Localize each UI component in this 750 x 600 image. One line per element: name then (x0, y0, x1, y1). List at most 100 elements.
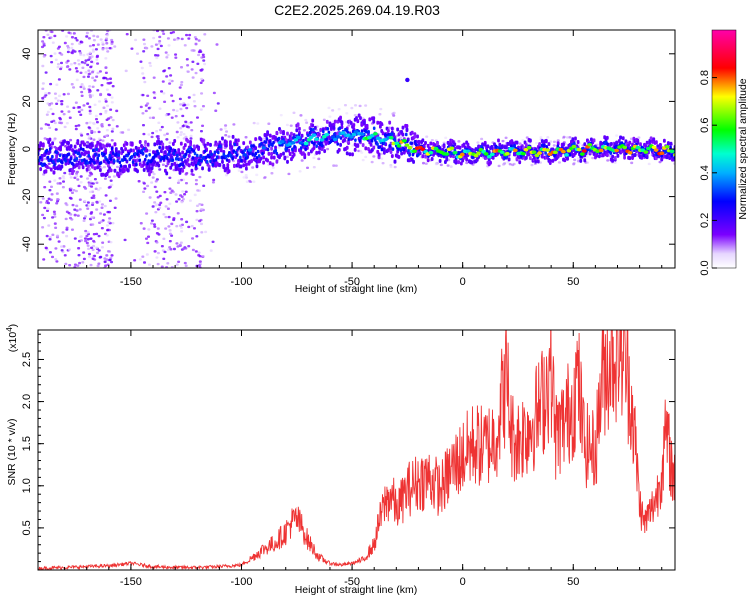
spectrogram-noise-cell (66, 59, 70, 63)
spectrogram-ridge-core (136, 152, 139, 157)
spectrogram-noise-cell (110, 260, 114, 264)
spectrogram-noise-cell (198, 203, 202, 206)
spectrogram-ridge-core (325, 137, 328, 141)
spectrogram-noise-cell (185, 33, 189, 37)
spectrogram-noise-cell (145, 212, 149, 215)
spectrogram-noise-cell (105, 224, 109, 227)
spectrogram-noise-cell (75, 209, 79, 212)
spectrogram-noise-cell (435, 161, 439, 165)
spectrogram-ridge-halo (628, 140, 632, 145)
spectrogram-x-tick-label: -50 (344, 276, 360, 288)
spectrogram-noise-cell (100, 83, 104, 87)
spectrogram-noise-cell (106, 210, 110, 214)
spectrogram-noise-cell (50, 61, 54, 64)
spectrogram-ridge-halo (410, 130, 414, 135)
spectrogram-ridge-halo (157, 163, 161, 168)
spectrogram-ridge-core (137, 149, 140, 153)
spectrogram-noise-cell (175, 109, 179, 112)
spectrogram-noise-cell (224, 124, 228, 127)
spectrogram-noise-cell (87, 58, 91, 61)
spectrogram-noise-cell (240, 170, 244, 174)
spectrogram-ridge-halo (173, 138, 177, 143)
spectrogram-noise-cell (150, 181, 154, 184)
spectrogram-noise-cell (162, 92, 166, 95)
spectrogram-ridge-core (320, 143, 324, 148)
spectrogram-ridge-peak (444, 152, 450, 156)
spectrogram-noise-cell (170, 234, 174, 237)
spectrogram-ridge-halo (117, 156, 121, 161)
spectrogram-noise-cell (83, 215, 87, 218)
spectrogram-noise-cell (178, 86, 182, 89)
spectrogram-noise-cell (174, 53, 178, 56)
spectrogram-ridge-peak (247, 148, 253, 152)
spectrogram-ridge-halo (515, 157, 519, 162)
spectrogram-ridge-peak (298, 141, 304, 145)
spectrogram-noise-cell (179, 178, 183, 182)
spectrogram-noise-cell (51, 255, 55, 259)
spectrogram-ridge-peak (643, 150, 649, 154)
spectrogram-noise-cell (102, 76, 106, 80)
spectrogram-ridge-halo (96, 140, 100, 145)
spectrogram-ridge-core (540, 143, 544, 148)
spectrogram-noise-cell (225, 130, 229, 133)
spectrogram-noise-cell (165, 138, 169, 141)
spectrogram-noise-cell (43, 137, 47, 140)
spectrogram-ridge-halo (497, 138, 500, 143)
spectrogram-ridge-halo (221, 159, 224, 164)
spectrogram-ridge-core (274, 148, 278, 153)
spectrogram-ridge-halo (669, 141, 673, 146)
spectrogram-ridge-halo (339, 115, 342, 120)
spectrogram-noise-cell (56, 234, 60, 238)
spectrogram-noise-cell (75, 39, 79, 42)
spectrogram-noise-cell (154, 54, 158, 57)
spectrogram-ridge-core (90, 158, 94, 163)
spectrogram-ridge-core (212, 158, 216, 163)
spectrogram-noise-cell (74, 37, 78, 40)
spectrogram-noise-cell (200, 208, 204, 211)
spectrogram-noise-cell (158, 40, 162, 43)
spectrogram-noise-cell (182, 247, 186, 250)
spectrogram-ridge-core (43, 162, 46, 167)
spectrogram-ridge-core (237, 145, 241, 150)
spectrogram-ridge-core (77, 151, 81, 156)
spectrogram-noise-cell (155, 135, 159, 138)
spectrogram-ridge-halo (79, 143, 82, 148)
spectrogram-noise-cell (562, 135, 566, 139)
spectrogram-ridge-halo (337, 147, 341, 152)
spectrogram-ridge-halo (600, 141, 604, 146)
spectrogram-noise-cell (179, 226, 183, 229)
spectrogram-noise-cell (104, 98, 108, 101)
spectrogram-ridge-halo (44, 169, 48, 174)
spectrogram-noise-cell (47, 197, 51, 200)
spectrogram-noise-cell (58, 177, 62, 180)
spectrogram-noise-cell (67, 47, 71, 51)
spectrogram-noise-cell (92, 244, 96, 248)
spectrogram-noise-cell (64, 217, 68, 221)
spectrogram-ridge-halo (328, 136, 332, 141)
spectrogram-noise-cell (101, 241, 105, 244)
spectrogram-noise-cell (45, 209, 49, 212)
spectrogram-noise-cell (179, 83, 183, 87)
spectrogram-noise-cell (194, 182, 198, 186)
spectrogram-ridge-core (245, 156, 249, 160)
spectrogram-ridge-halo (109, 168, 113, 173)
spectrogram-ridge-peak (401, 138, 407, 143)
spectrogram-ridge-halo (349, 120, 353, 125)
spectrogram-noise-cell (113, 45, 117, 48)
spectrogram-noise-cell (109, 108, 113, 111)
spectrogram-ridge-core (107, 160, 111, 165)
spectrogram-noise-cell (174, 56, 178, 59)
spectrogram-ridge-halo (563, 158, 567, 163)
spectrogram-noise-cell (181, 114, 185, 118)
spectrogram-noise-cell (299, 114, 303, 117)
spectrogram-ridge-core (74, 150, 77, 154)
spectrogram-noise-cell (106, 30, 110, 33)
spectrogram-noise-cell (98, 187, 102, 190)
spectrogram-noise-cell (92, 39, 96, 42)
snr-scale-label: (x104) (5, 324, 19, 352)
spectrogram-ridge-core (404, 132, 408, 137)
spectrogram-noise-cell (50, 193, 54, 196)
spectrogram-ridge-halo (173, 161, 177, 166)
spectrogram-ridge-peak (561, 149, 566, 154)
spectrogram-noise-cell (60, 245, 64, 248)
